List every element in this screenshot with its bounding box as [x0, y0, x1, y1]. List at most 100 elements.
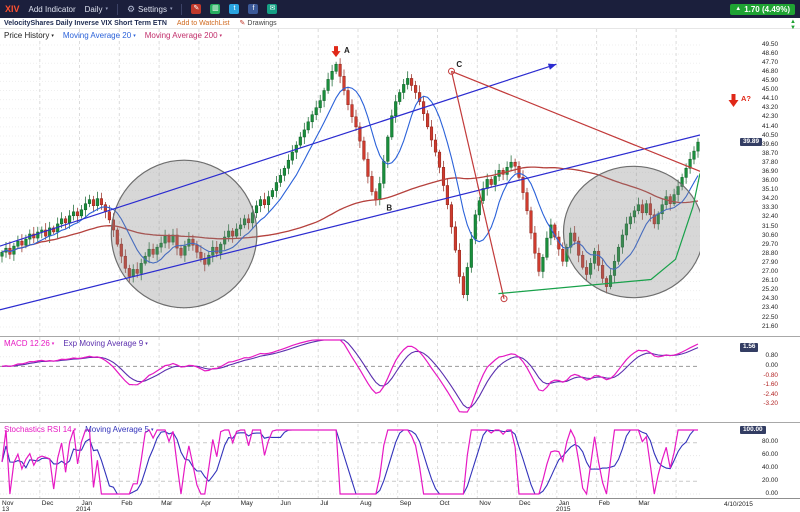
moving-average-200-dropdown[interactable]: Moving Average 200 ▾ — [145, 31, 222, 40]
chevron-down-icon: ▾ — [219, 32, 223, 39]
moving-average-20-dropdown[interactable]: Moving Average 20 ▾ — [63, 31, 136, 40]
axis-tick: 26.10 — [762, 277, 778, 285]
axis-tick: 29.70 — [762, 240, 778, 248]
symbol-label[interactable]: XIV — [5, 4, 20, 14]
chevron-down-icon: ▾ — [133, 32, 136, 39]
chart-title-bar: VelocityShares Daily Inverse VIX Short T… — [0, 18, 800, 29]
axis-tick: 32.40 — [762, 213, 778, 221]
axis-tick: 27.00 — [762, 268, 778, 275]
axis-tick: 38.70 — [762, 149, 778, 157]
highlight-circle-2[interactable] — [562, 165, 701, 299]
axis-tick: 23.40 — [762, 304, 778, 312]
drawings-link[interactable]: ✎ Drawings — [240, 19, 277, 28]
chevron-down-icon: ▾ — [73, 426, 77, 433]
highlight-circle-1[interactable] — [110, 159, 258, 309]
macd-chart-canvas[interactable] — [0, 337, 700, 413]
interval-dropdown[interactable]: Daily ▾ — [85, 5, 108, 14]
axis-tick: 25.20 — [762, 286, 778, 294]
add-to-watchlist-link[interactable]: Add to WatchList — [176, 19, 230, 27]
last-price-badge: 39.89 — [740, 137, 762, 146]
twitter-icon[interactable]: t — [229, 4, 240, 14]
axis-tick: 40.50 — [762, 131, 778, 139]
axis-tick: 45.90 — [762, 77, 778, 84]
axis-tick: 21.60 — [762, 322, 778, 330]
stochastics-rsi-14-dropdown[interactable]: Stochastics RSI 14 ▾ — [4, 425, 76, 434]
facebook-icon[interactable]: f — [248, 4, 259, 14]
axis-tick: 0.00 — [765, 489, 778, 497]
macd-signal-line — [1, 339, 699, 409]
panel-divider — [0, 422, 800, 423]
annotation-label-B[interactable]: B — [386, 204, 392, 213]
chevron-down-icon: ▾ — [105, 6, 108, 12]
month-label: Jul — [320, 500, 329, 507]
month-label: Aug — [360, 500, 372, 507]
price-axis: 49.50 48.60 47.70 46.80 45.90 45.00 44.10 43.20… — [700, 29, 800, 335]
axis-tick: -3.20 — [763, 400, 778, 408]
scale-buttons: ▲ ▼ — [790, 19, 796, 31]
scale-down-button[interactable]: ▼ — [790, 25, 796, 31]
arrow-annotation-A[interactable] — [331, 46, 341, 58]
ma20-line — [1, 86, 699, 270]
month-label: May — [240, 500, 253, 507]
axis-tick: 36.00 — [762, 177, 778, 185]
annotation-label-C[interactable]: C — [456, 60, 462, 69]
axis-tick: 31.50 — [762, 222, 778, 230]
drawing-handle[interactable] — [448, 67, 455, 75]
axis-tick: -1.60 — [763, 381, 778, 389]
month-label: Sep — [399, 500, 412, 507]
drawings-label: Drawings — [247, 19, 277, 27]
trendline-c-decline[interactable] — [450, 71, 505, 299]
axis-tick: 48.60 — [762, 49, 778, 57]
trendline-channel-upper[interactable] — [0, 63, 557, 247]
year-label: 2015 — [556, 506, 571, 512]
macd-panel-legend: MACD 12 26 ▾ Exp Moving Average 9 ▾ — [4, 339, 148, 348]
chart-title: VelocityShares Daily Inverse VIX Short T… — [4, 19, 167, 27]
exp-moving-average-9-dropdown[interactable]: Exp Moving Average 9 ▾ — [63, 339, 147, 348]
settings-button[interactable]: ⚙ Settings ▾ — [127, 4, 173, 15]
legend-label: Price History — [4, 31, 50, 40]
toolbar-divider — [116, 3, 118, 15]
price-panel-legend: Price History ▾ Moving Average 20 ▾ Moving A… — [4, 31, 222, 40]
year-label: 13 — [2, 506, 10, 512]
quote-change-badge: ▲ 1.70 (4.49%) — [730, 3, 795, 15]
month-label: Dec — [41, 500, 54, 507]
add-indicator-button[interactable]: Add Indicator — [28, 4, 76, 14]
legend-label: Stochastics RSI 14 — [4, 425, 72, 434]
annotation-a-question-label: A? — [741, 94, 751, 103]
axis-tick: -2.40 — [763, 390, 778, 398]
drawing-handle[interactable] — [500, 295, 508, 303]
price-chart-canvas[interactable]: A B C — [0, 29, 700, 335]
axis-tick: 47.70 — [762, 58, 778, 66]
drawing-tools-icon[interactable]: ✎ — [191, 4, 202, 14]
macd-value-badge: 1.56 — [740, 343, 759, 352]
email-icon[interactable]: ✉ — [267, 4, 278, 14]
legend-label: Exp Moving Average 9 — [63, 339, 144, 348]
axis-tick: 0.80 — [765, 352, 778, 360]
legend-label: Moving Average 20 — [62, 31, 132, 40]
chart-style-icon[interactable]: ▥ — [210, 4, 221, 14]
axis-tick: 20.00 — [762, 476, 778, 484]
price-history-dropdown[interactable]: Price History ▾ — [4, 31, 54, 40]
axis-tick: -0.80 — [763, 371, 778, 379]
red-arrow-down-icon — [728, 94, 739, 107]
month-label: Feb — [598, 500, 610, 507]
trendline-support-green[interactable] — [498, 173, 700, 295]
axis-tick: 33.30 — [762, 204, 778, 212]
stoch-chart-canvas[interactable] — [0, 424, 700, 498]
annotation-a-question[interactable]: A? — [728, 94, 751, 108]
chevron-down-icon: ▾ — [169, 6, 173, 12]
axis-tick: 41.40 — [762, 122, 778, 130]
toolbar-divider — [181, 3, 183, 15]
trendline-c-resistance[interactable] — [451, 70, 701, 172]
settings-label: Settings — [138, 4, 167, 14]
scale-up-button[interactable]: ▲ — [790, 19, 796, 25]
annotation-label-A[interactable]: A — [344, 46, 350, 55]
macd-12-26-dropdown[interactable]: MACD 12 26 ▾ — [4, 339, 54, 348]
axis-tick: 24.30 — [762, 295, 778, 303]
stoch-panel-legend: Stochastics RSI 14 ▾ Moving Average 5 ▾ — [4, 425, 154, 434]
time-axis: Nov Dec Jan Feb Mar Apr May Jun Jul Aug Sep Oct Nov D… — [0, 498, 800, 512]
trendline-channel-lower[interactable] — [0, 134, 700, 311]
quote-change-value: 1.70 (4.49%) — [744, 4, 790, 14]
moving-average-5-dropdown[interactable]: Moving Average 5 ▾ — [85, 425, 153, 434]
month-label: Nov — [2, 500, 14, 507]
